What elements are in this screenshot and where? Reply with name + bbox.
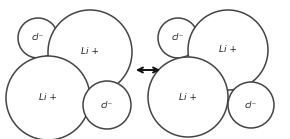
Circle shape xyxy=(188,10,268,90)
Text: Li +: Li + xyxy=(179,92,197,101)
Circle shape xyxy=(158,18,198,58)
Text: cl⁻: cl⁻ xyxy=(245,100,257,110)
Text: cl⁻: cl⁻ xyxy=(172,33,184,43)
Text: Li +: Li + xyxy=(219,45,237,54)
Text: Li +: Li + xyxy=(39,94,57,102)
Circle shape xyxy=(83,81,131,129)
Circle shape xyxy=(48,10,132,94)
Text: Li +: Li + xyxy=(81,48,99,56)
Text: cl⁻: cl⁻ xyxy=(101,100,113,110)
Text: cl⁻: cl⁻ xyxy=(32,33,44,43)
Circle shape xyxy=(228,82,274,128)
Circle shape xyxy=(6,56,90,139)
Circle shape xyxy=(148,57,228,137)
Circle shape xyxy=(18,18,58,58)
